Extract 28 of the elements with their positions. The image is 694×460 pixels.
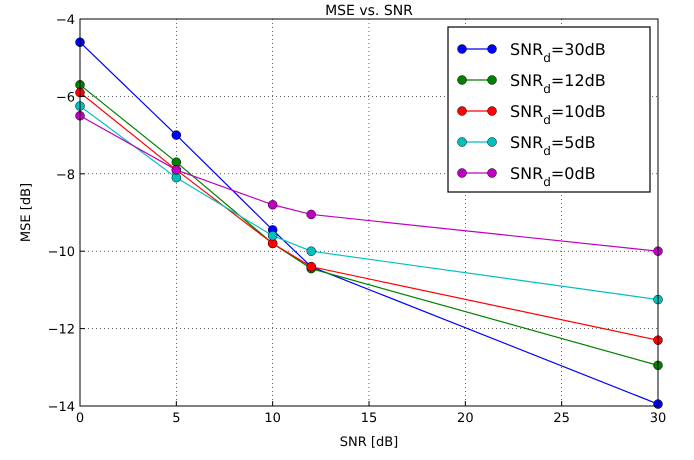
point [306,246,316,256]
x-tick-label: 20 [457,411,474,426]
y-tick-label: −10 [48,245,75,260]
x-axis-title: SNR [dB] [340,435,398,450]
x-tick-label: 0 [76,411,84,426]
point [172,130,182,140]
x-tick-label: 25 [553,411,570,426]
y-tick-label: −14 [48,400,75,415]
x-tick-label: 5 [172,411,180,426]
chart-title: MSE vs. SNR [325,3,414,19]
y-tick-label: −12 [48,322,75,338]
y-axis-title: MSE [dB] [19,182,34,242]
point [172,172,182,182]
point [306,210,316,220]
y-tick-label: −8 [56,168,75,183]
legend-label: SNR$_{d}$=0dB [510,164,596,189]
y-tick-label: −4 [56,13,75,28]
point [172,157,182,167]
point [268,200,278,210]
y-tick-label: −6 [56,90,75,106]
legend-label: SNR$_{d}$=12dB [510,71,606,96]
legend-label: SNR$_{d}$=5dB [510,133,596,158]
x-tick-label: 30 [650,411,666,426]
legend-label: SNR$_{d}$=30dB [510,40,606,65]
x-tick-label: 10 [264,411,281,426]
x-tick-label: 15 [360,411,378,426]
point [268,230,278,240]
legend-label: SNR$_{d}$=10dB [510,102,606,127]
